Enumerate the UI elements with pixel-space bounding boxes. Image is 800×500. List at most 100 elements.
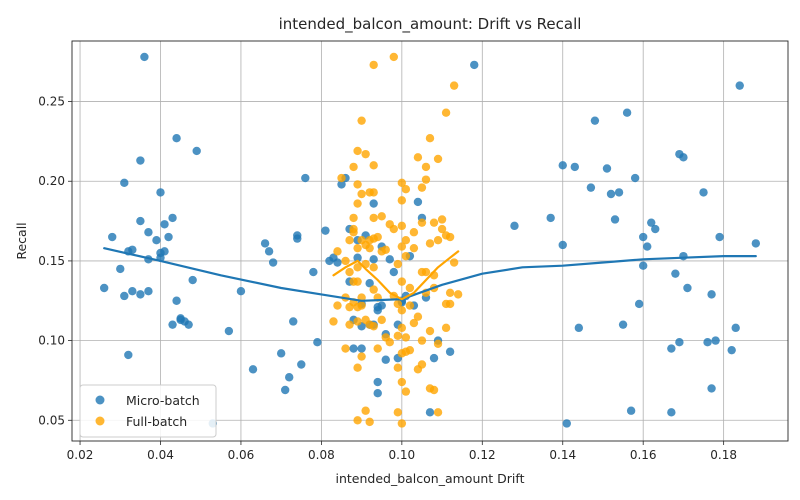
data-point-micro-batch [136, 290, 145, 299]
data-point-full-batch [353, 363, 362, 372]
data-point-micro-batch [558, 161, 567, 170]
data-point-full-batch [341, 256, 350, 266]
data-point-full-batch [445, 288, 455, 297]
data-point-full-batch [361, 406, 370, 415]
data-point-micro-batch [683, 283, 692, 293]
data-point-micro-batch [268, 258, 278, 267]
data-point-full-batch [357, 116, 366, 125]
data-point-full-batch [437, 224, 447, 234]
data-point-micro-batch [333, 258, 342, 267]
data-point-full-batch [441, 323, 451, 333]
data-point-micro-batch [373, 388, 382, 398]
data-point-micro-batch [751, 239, 761, 248]
data-point-micro-batch [510, 221, 519, 231]
data-point-full-batch [345, 267, 354, 277]
data-point-micro-batch [365, 279, 374, 288]
data-point-micro-batch [381, 355, 390, 364]
data-point-micro-batch [590, 116, 600, 125]
data-point-full-batch [353, 146, 362, 156]
data-point-micro-batch [136, 216, 145, 226]
data-point-micro-batch [369, 199, 378, 208]
data-point-micro-batch [99, 283, 109, 293]
x-tick-label: 0.12 [469, 448, 496, 462]
x-tick-label: 0.02 [67, 448, 94, 462]
data-point-full-batch [397, 277, 407, 286]
data-point-micro-batch [168, 320, 177, 329]
data-point-micro-batch [297, 360, 306, 369]
data-point-micro-batch [558, 240, 567, 250]
legend-box [79, 384, 217, 438]
data-point-full-batch [353, 277, 362, 286]
data-point-micro-batch [602, 164, 612, 173]
legend-label-full-batch: Full-batch [126, 414, 187, 429]
data-point-micro-batch [610, 215, 620, 224]
data-point-full-batch [421, 162, 431, 172]
data-point-micro-batch [707, 290, 716, 299]
data-point-full-batch [393, 259, 403, 269]
data-point-micro-batch [413, 197, 423, 207]
data-point-micro-batch [353, 253, 362, 262]
data-point-micro-batch [667, 344, 676, 353]
data-point-full-batch [365, 243, 374, 253]
data-point-micro-batch [638, 261, 648, 270]
data-point-full-batch [409, 243, 419, 253]
series-full-batch [329, 52, 463, 428]
data-point-full-batch [349, 213, 358, 223]
data-point-micro-batch [144, 286, 153, 296]
data-point-full-batch [333, 247, 342, 256]
data-point-full-batch [417, 183, 427, 192]
data-point-micro-batch [470, 60, 479, 70]
x-tick-label: 0.18 [710, 448, 737, 462]
data-point-micro-batch [264, 247, 274, 256]
y-tick-label: 0.15 [38, 254, 65, 268]
data-point-full-batch [397, 242, 407, 251]
data-point-full-batch [397, 419, 407, 428]
data-point-full-batch [373, 232, 382, 242]
data-point-micro-batch [184, 320, 193, 329]
data-point-micro-batch [647, 218, 656, 227]
data-point-full-batch [405, 283, 415, 293]
data-point-micro-batch [285, 373, 294, 382]
y-tick-label: 0.25 [38, 95, 65, 109]
data-point-micro-batch [385, 255, 394, 264]
data-point-micro-batch [337, 180, 346, 189]
data-point-full-batch [401, 185, 411, 194]
data-point-micro-batch [276, 349, 286, 358]
data-point-full-batch [353, 263, 362, 272]
data-point-full-batch [393, 408, 403, 417]
chart-title: intended_balcon_amount: Drift vs Recall [279, 15, 582, 34]
data-point-micro-batch [128, 286, 137, 296]
data-point-micro-batch [124, 350, 133, 360]
y-tick-label: 0.05 [38, 413, 65, 427]
data-point-full-batch [369, 161, 378, 170]
legend-marker-micro-batch [95, 395, 105, 405]
data-point-micro-batch [313, 337, 322, 347]
data-point-micro-batch [675, 337, 684, 347]
data-point-micro-batch [618, 320, 628, 329]
data-point-full-batch [409, 318, 419, 328]
data-point-full-batch [369, 322, 378, 331]
data-point-micro-batch [429, 353, 439, 363]
data-point-full-batch [369, 60, 378, 70]
data-point-full-batch [429, 385, 439, 395]
data-point-full-batch [425, 134, 435, 143]
data-point-full-batch [369, 188, 378, 197]
y-tick-label: 0.10 [38, 334, 65, 348]
data-point-full-batch [369, 285, 378, 294]
data-point-full-batch [353, 317, 362, 326]
x-tick-label: 0.16 [630, 448, 657, 462]
data-point-full-batch [357, 301, 366, 310]
data-point-full-batch [365, 417, 374, 427]
y-axis-title: Recall [14, 222, 29, 259]
data-point-full-batch [401, 236, 411, 245]
data-point-full-batch [389, 52, 398, 62]
data-point-full-batch [341, 344, 350, 353]
data-point-full-batch [397, 323, 407, 333]
data-point-micro-batch [152, 236, 161, 245]
x-tick-label: 0.10 [388, 448, 415, 462]
data-point-micro-batch [289, 317, 298, 326]
data-point-micro-batch [248, 365, 258, 374]
data-point-full-batch [433, 236, 443, 245]
data-point-full-batch [449, 258, 459, 267]
